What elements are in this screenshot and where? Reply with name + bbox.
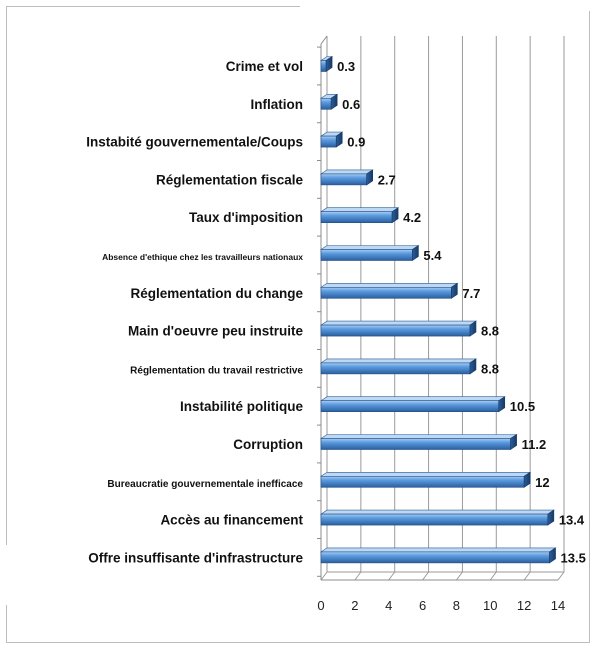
bar	[320, 169, 374, 186]
bar	[320, 207, 400, 224]
x-tick-label: 12	[517, 598, 531, 613]
bar-value-label: 2.7	[378, 172, 396, 187]
bar	[320, 244, 420, 262]
border-gap-left	[3, 545, 11, 605]
bar	[320, 320, 477, 337]
bar-value-label: 8.8	[481, 361, 499, 376]
y-axis-top-edge	[320, 35, 328, 45]
category-label: Crime et vol	[226, 59, 303, 74]
bar	[320, 55, 334, 73]
bar-value-label: 0.6	[342, 97, 360, 112]
bar	[320, 471, 532, 488]
bar-value-label: 10.5	[510, 399, 535, 414]
floor-gridline	[489, 571, 497, 581]
floor-gridline	[388, 571, 396, 581]
border-gap-top	[300, 3, 590, 11]
x-tick-label: 10	[483, 598, 497, 613]
x-tick-label: 8	[453, 598, 460, 613]
bar	[320, 509, 555, 526]
category-label: Main d'oeuvre peu instruite	[128, 324, 303, 339]
category-label: Taux d'imposition	[189, 210, 303, 225]
axes	[317, 35, 558, 581]
chart-border	[6, 6, 590, 643]
category-label: Bureaucratie gouvernementale inefficace	[107, 479, 303, 490]
bar	[320, 396, 506, 413]
bar	[320, 547, 557, 564]
bar-value-label: 0.9	[347, 135, 365, 150]
category-label: Accès au financement	[160, 513, 303, 528]
bar-value-label: 8.8	[481, 324, 499, 339]
category-label: Absence d'ethique chez les travailleurs …	[102, 252, 303, 262]
bar-value-label: 13.4	[559, 513, 585, 528]
bar	[320, 358, 477, 375]
bar	[320, 93, 339, 110]
bar-value-label: 7.7	[462, 286, 480, 301]
floor-gridline	[354, 571, 362, 581]
bar	[320, 433, 518, 451]
bar	[320, 282, 459, 299]
floor-gridline	[320, 571, 328, 581]
bar-value-label: 4.2	[403, 210, 421, 225]
plot-back-wall	[327, 36, 564, 572]
category-label: Corruption	[233, 437, 303, 452]
x-tick-label: 2	[351, 598, 358, 613]
floor-gridline	[557, 571, 565, 581]
floor-gridline	[422, 571, 429, 581]
labels: 0 2 4 6 8 10 12 14 0.3 Crime et vol 0.6 Inflation 0.…	[86, 59, 586, 613]
category-label: Réglementation du change	[130, 286, 303, 301]
grid-lines	[320, 36, 565, 581]
x-tick-label: 14	[551, 598, 565, 613]
bar	[320, 131, 344, 148]
bar-value-label: 13.5	[561, 550, 586, 565]
category-label: Réglementation fiscale	[156, 172, 304, 187]
category-label: Inflation	[251, 97, 304, 112]
x-tick-label: 0	[317, 598, 324, 613]
category-label: Réglementation du travail restrictive	[130, 365, 303, 376]
bars	[320, 55, 557, 564]
category-label: Offre insuffisante d'infrastructure	[88, 550, 303, 565]
bar-value-label: 11.2	[522, 437, 547, 452]
bar-value-label: 5.4	[423, 248, 442, 263]
floor-gridline	[456, 571, 463, 581]
category-label: Instabité gouvernementale/Coups	[86, 135, 303, 150]
x-tick-label: 6	[419, 598, 426, 613]
bar-value-label: 12	[535, 475, 549, 490]
category-label: Instabilité politique	[180, 399, 303, 414]
floor-gridline	[523, 571, 531, 581]
bar-value-label: 0.3	[337, 59, 355, 74]
x-tick-label: 4	[385, 598, 392, 613]
